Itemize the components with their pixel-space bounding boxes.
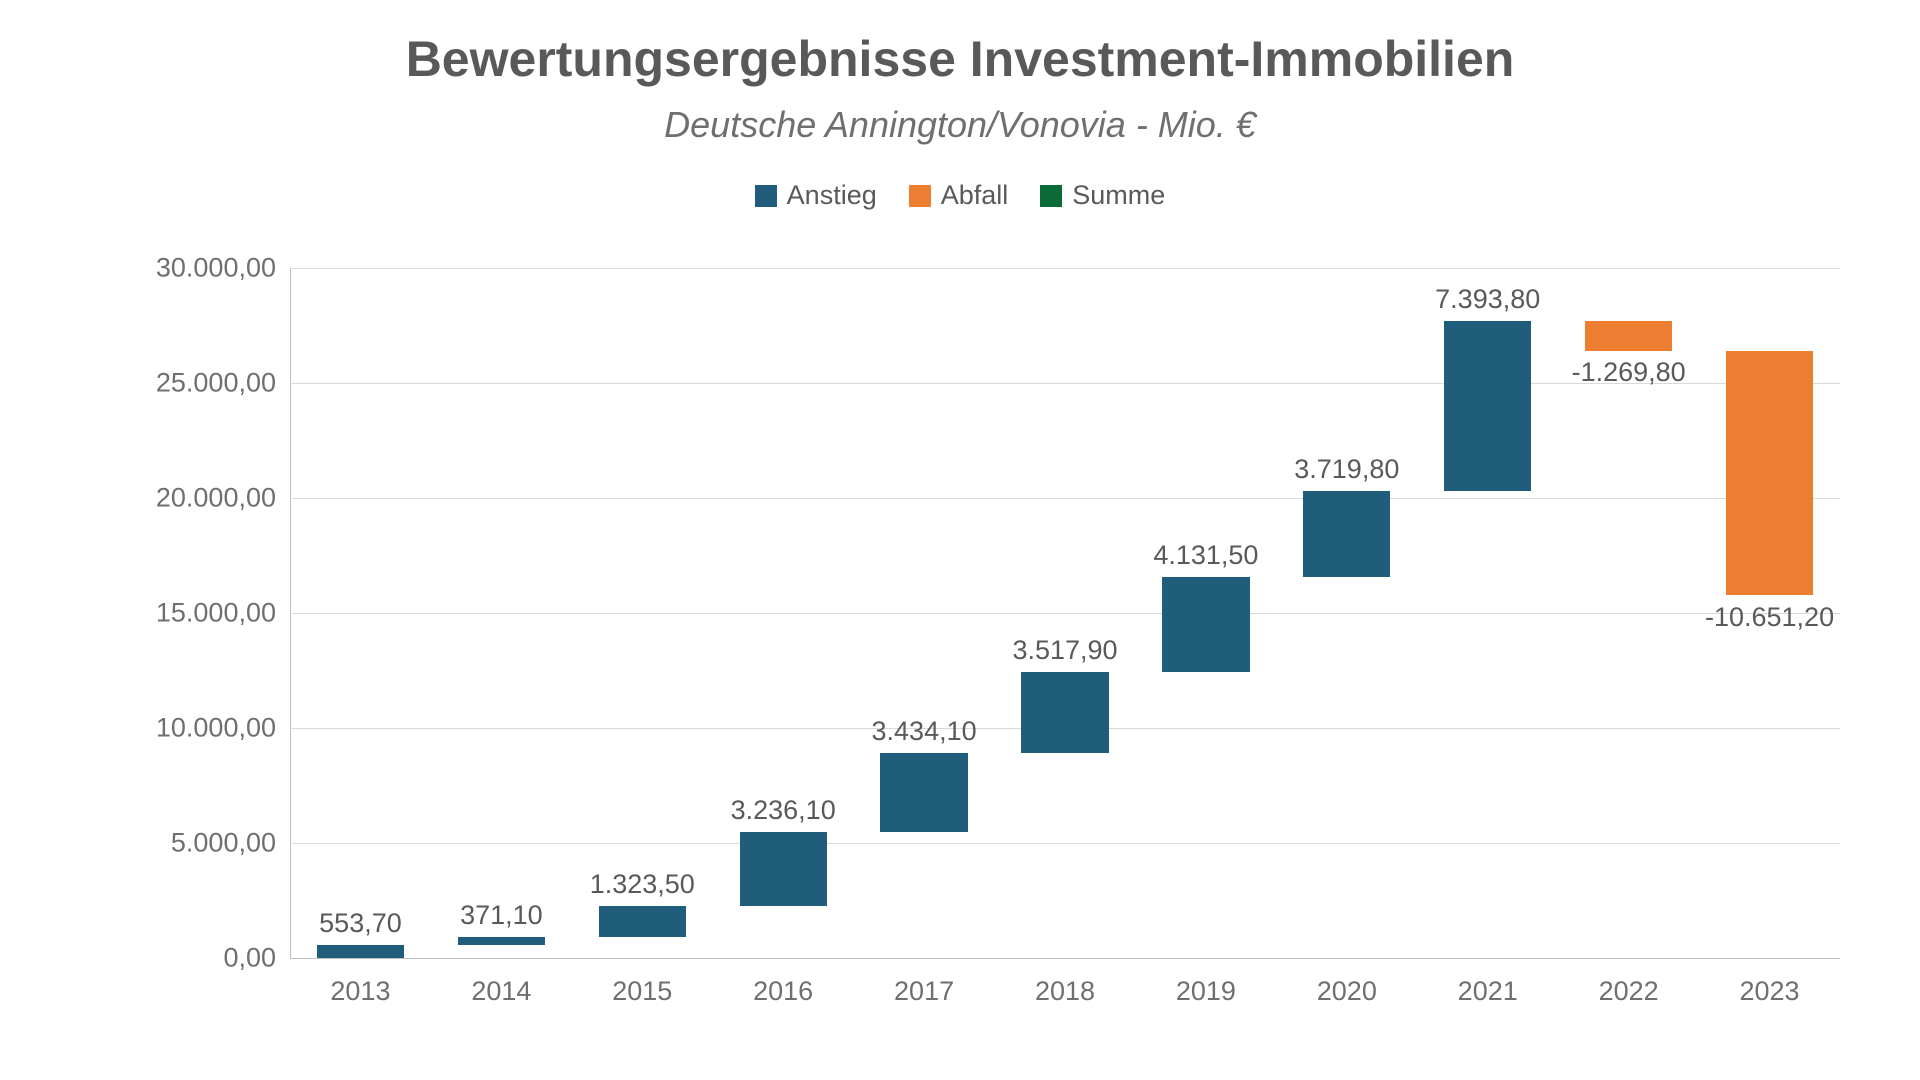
x-tick-label: 2020 bbox=[1317, 958, 1377, 1007]
chart-title: Bewertungsergebnisse Investment-Immobili… bbox=[0, 30, 1920, 88]
y-tick-label: 10.000,00 bbox=[156, 713, 290, 744]
bar-value-label: -10.651,20 bbox=[1705, 602, 1834, 633]
waterfall-bar bbox=[1303, 491, 1390, 577]
bar-value-label: 371,10 bbox=[460, 900, 543, 931]
legend-item: Summe bbox=[1040, 180, 1165, 211]
waterfall-chart: Bewertungsergebnisse Investment-Immobili… bbox=[0, 0, 1920, 1080]
legend-label: Abfall bbox=[941, 180, 1009, 211]
y-tick-label: 20.000,00 bbox=[156, 483, 290, 514]
gridline bbox=[290, 268, 1840, 269]
x-tick-label: 2015 bbox=[612, 958, 672, 1007]
y-tick-label: 15.000,00 bbox=[156, 598, 290, 629]
legend-item: Anstieg bbox=[755, 180, 877, 211]
chart-subtitle: Deutsche Annington/Vonovia - Mio. € bbox=[0, 104, 1920, 146]
x-tick-label: 2021 bbox=[1458, 958, 1518, 1007]
x-tick-label: 2014 bbox=[471, 958, 531, 1007]
legend-swatch-icon bbox=[909, 185, 931, 207]
bar-value-label: 3.236,10 bbox=[731, 795, 836, 826]
gridline bbox=[290, 613, 1840, 614]
x-tick-label: 2019 bbox=[1176, 958, 1236, 1007]
y-tick-label: 0,00 bbox=[223, 943, 290, 974]
plot-area: 0,005.000,0010.000,0015.000,0020.000,002… bbox=[290, 268, 1840, 958]
x-tick-label: 2017 bbox=[894, 958, 954, 1007]
bar-value-label: 3.434,10 bbox=[872, 716, 977, 747]
x-tick-label: 2022 bbox=[1599, 958, 1659, 1007]
legend-swatch-icon bbox=[755, 185, 777, 207]
bar-value-label: 3.719,80 bbox=[1294, 454, 1399, 485]
waterfall-bar bbox=[1726, 351, 1813, 596]
x-tick-label: 2013 bbox=[330, 958, 390, 1007]
waterfall-bar bbox=[458, 937, 545, 946]
waterfall-bar bbox=[740, 832, 827, 906]
waterfall-bar bbox=[1162, 577, 1249, 672]
x-tick-label: 2018 bbox=[1035, 958, 1095, 1007]
y-tick-label: 5.000,00 bbox=[171, 828, 290, 859]
waterfall-bar bbox=[317, 945, 404, 958]
legend-label: Anstieg bbox=[787, 180, 877, 211]
waterfall-bar bbox=[1021, 672, 1108, 753]
waterfall-bar bbox=[1585, 321, 1672, 350]
bar-value-label: 1.323,50 bbox=[590, 869, 695, 900]
x-tick-label: 2023 bbox=[1739, 958, 1799, 1007]
legend-swatch-icon bbox=[1040, 185, 1062, 207]
waterfall-bar bbox=[880, 753, 967, 832]
waterfall-bar bbox=[599, 906, 686, 936]
y-tick-label: 30.000,00 bbox=[156, 253, 290, 284]
bar-value-label: 4.131,50 bbox=[1153, 540, 1258, 571]
bar-value-label: 3.517,90 bbox=[1012, 635, 1117, 666]
waterfall-bar bbox=[1444, 321, 1531, 491]
x-tick-label: 2016 bbox=[753, 958, 813, 1007]
gridline bbox=[290, 498, 1840, 499]
legend-label: Summe bbox=[1072, 180, 1165, 211]
y-tick-label: 25.000,00 bbox=[156, 368, 290, 399]
bar-value-label: -1.269,80 bbox=[1572, 357, 1686, 388]
legend-item: Abfall bbox=[909, 180, 1009, 211]
bar-value-label: 7.393,80 bbox=[1435, 284, 1540, 315]
gridline bbox=[290, 843, 1840, 844]
chart-legend: Anstieg Abfall Summe bbox=[0, 180, 1920, 211]
bar-value-label: 553,70 bbox=[319, 908, 402, 939]
